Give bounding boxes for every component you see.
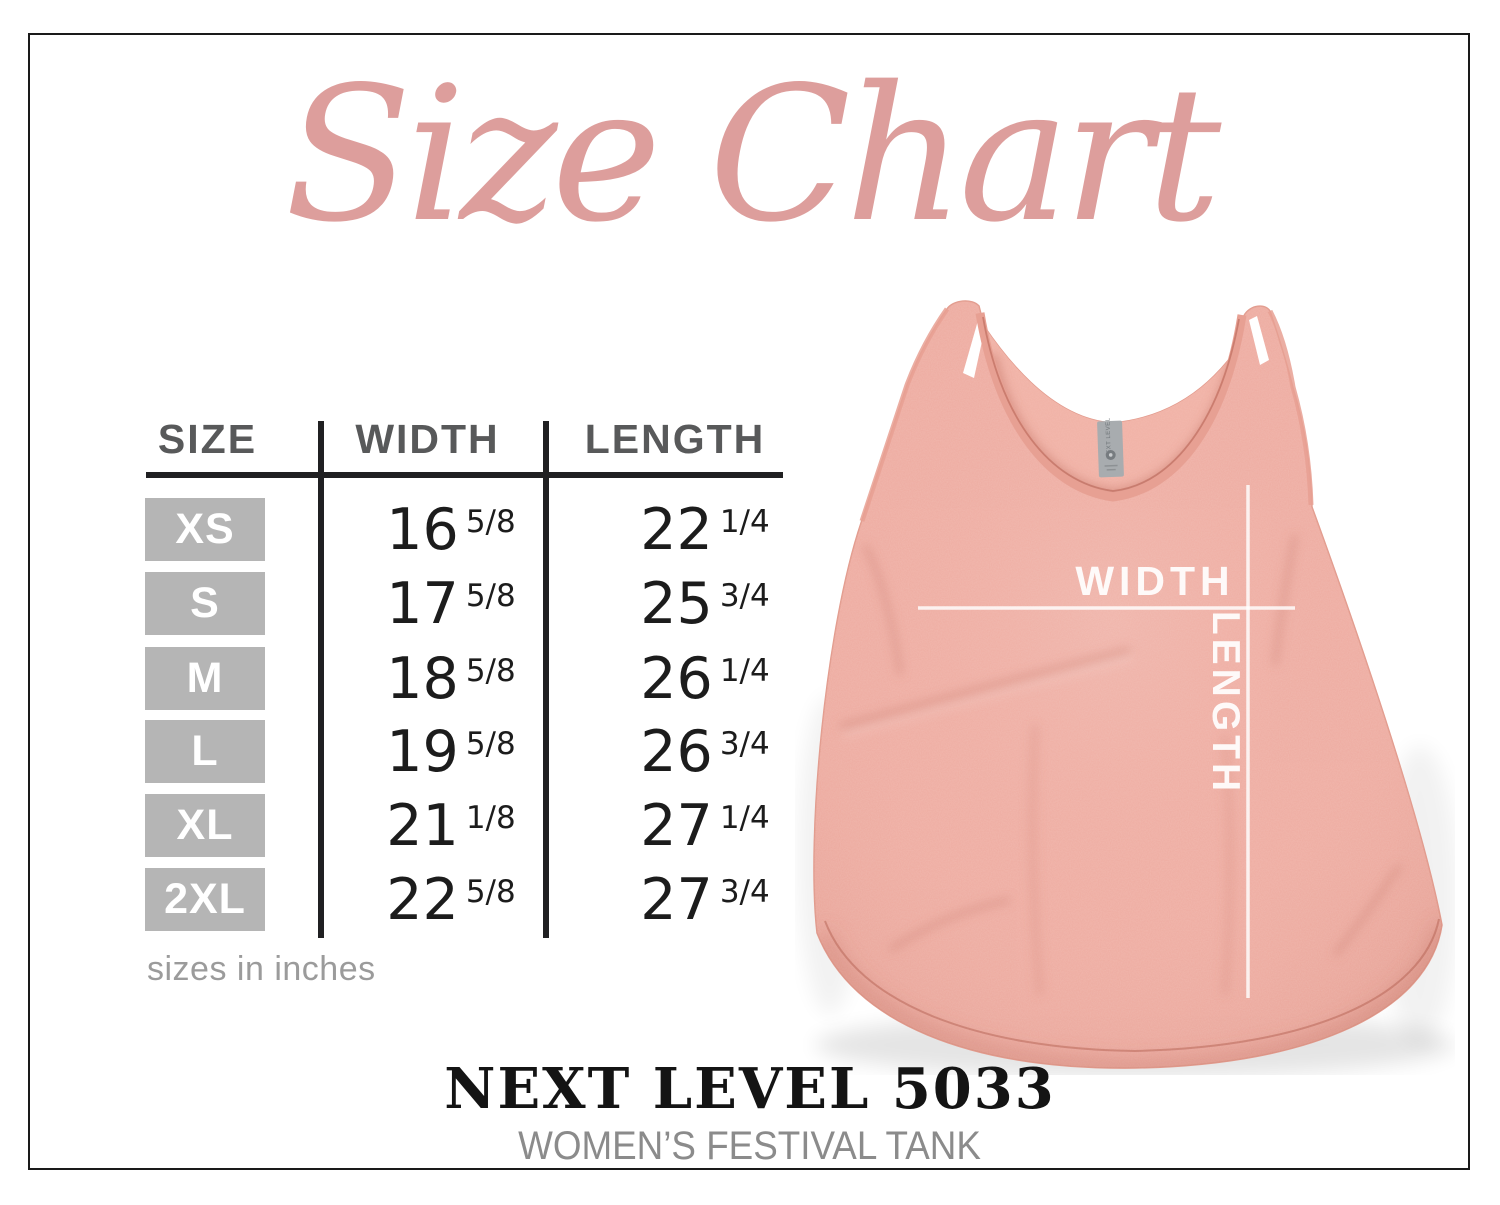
width-label: WIDTH xyxy=(1075,558,1234,604)
hem-shadow xyxy=(815,925,1443,1069)
table-row: XL 21 1/8 27 1/4 xyxy=(145,793,805,859)
strap-gap xyxy=(1249,316,1269,365)
length-label: LENGTH xyxy=(1204,611,1247,795)
table-row: 2XL 22 5/8 27 3/4 xyxy=(145,867,805,933)
table-row: XS 16 5/8 22 1/4 xyxy=(145,497,805,563)
size-badge: L xyxy=(145,720,265,783)
neckline-stitch xyxy=(982,316,1240,492)
table-row: M 18 5/8 26 1/4 xyxy=(145,646,805,712)
size-badge: 2XL xyxy=(145,868,265,931)
width-value: 18 5/8 xyxy=(386,646,516,712)
column-header-size: SIZE xyxy=(157,416,258,462)
product-name: NEXT LEVEL 5033 xyxy=(444,1056,1056,1122)
table-row: S 17 5/8 25 3/4 xyxy=(145,571,805,637)
armhole-edge xyxy=(1267,309,1314,506)
length-value: 25 3/4 xyxy=(640,571,770,637)
size-badge: XL xyxy=(145,794,265,857)
length-value: 26 3/4 xyxy=(640,719,770,785)
column-divider xyxy=(318,421,324,938)
border-frame xyxy=(28,33,1470,1170)
size-badge: S xyxy=(145,572,265,635)
width-value: 22 5/8 xyxy=(386,867,516,933)
column-header-width: WIDTH xyxy=(355,416,500,462)
column-divider xyxy=(543,421,549,938)
tank-top-photo: NEXT LEVEL WIDTH LENGTH xyxy=(798,300,1455,1075)
width-value: 17 5/8 xyxy=(386,571,516,637)
tag-label: NEXT LEVEL xyxy=(1105,417,1112,459)
length-value: 26 1/4 xyxy=(640,646,770,712)
armhole-edge xyxy=(859,307,950,522)
size-badge: M xyxy=(145,647,265,710)
hem-stitch xyxy=(824,918,1440,1053)
neckline-binding xyxy=(975,312,1247,502)
column-header-length: LENGTH xyxy=(584,416,766,462)
units-note: sizes in inches xyxy=(147,950,376,988)
neck-tag: NEXT LEVEL xyxy=(1097,417,1124,478)
header-rule xyxy=(146,472,783,478)
length-value: 27 3/4 xyxy=(640,867,770,933)
width-value: 16 5/8 xyxy=(386,497,516,563)
width-value: 21 1/8 xyxy=(386,793,516,859)
page-title: Size Chart xyxy=(284,46,1222,263)
size-badge: XS xyxy=(145,498,265,561)
width-value: 19 5/8 xyxy=(386,719,516,785)
product-subtitle: WOMEN’S FESTIVAL TANK xyxy=(518,1124,982,1168)
length-value: 22 1/4 xyxy=(640,497,770,563)
table-row: L 19 5/8 26 3/4 xyxy=(145,719,805,785)
length-value: 27 1/4 xyxy=(640,793,770,859)
